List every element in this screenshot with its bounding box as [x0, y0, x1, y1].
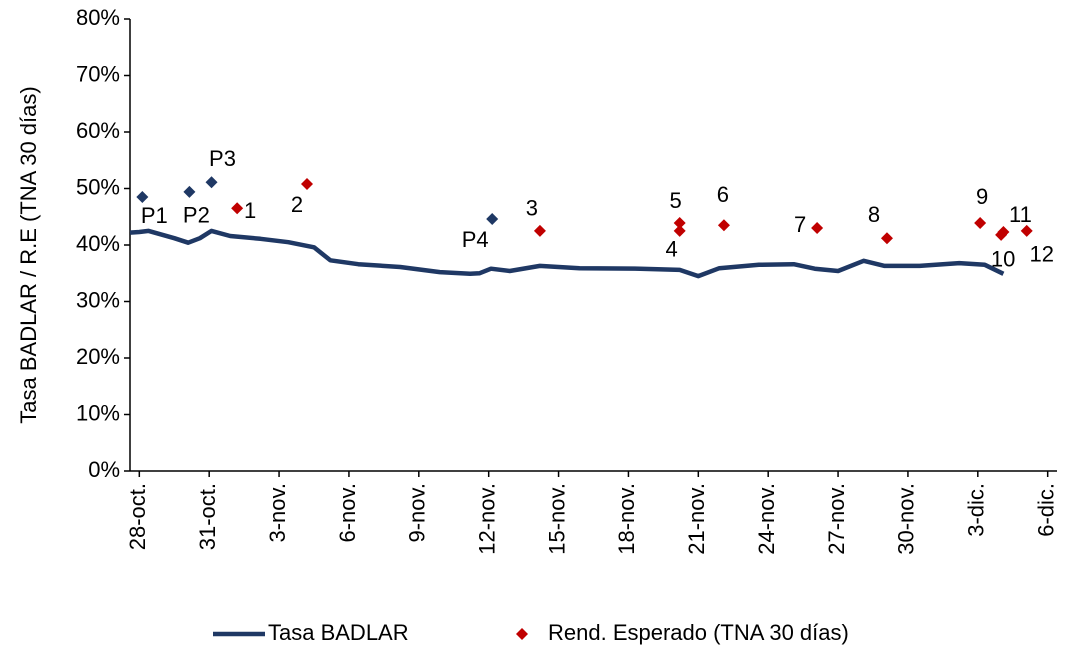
y-tick-label: 60% — [76, 118, 120, 143]
point-label: 6 — [717, 182, 729, 207]
y-axis-title: Tasa BADLAR / R.E (TNA 30 días) — [16, 86, 41, 423]
y-tick-label: 10% — [76, 400, 120, 425]
point — [673, 224, 686, 237]
x-tick-label: 12-nov. — [475, 483, 500, 555]
y-tick-label: 40% — [76, 231, 120, 256]
x-tick-label: 9-nov. — [405, 483, 430, 543]
point-label: 1 — [244, 198, 256, 223]
y-tick-label: 20% — [76, 344, 120, 369]
point — [880, 232, 893, 245]
point-label: P3 — [209, 146, 236, 171]
point — [811, 222, 824, 235]
x-tick-label: 6-nov. — [335, 483, 360, 543]
point — [673, 216, 686, 229]
point — [301, 177, 314, 190]
point — [486, 213, 499, 226]
y-tick-label: 30% — [76, 287, 120, 312]
point — [997, 226, 1010, 239]
point-label: P4 — [462, 227, 489, 252]
point-label: P2 — [183, 203, 210, 228]
point-label: 8 — [868, 202, 880, 227]
y-tick-label: 70% — [76, 61, 120, 86]
x-tick-label: 21-nov. — [684, 483, 709, 555]
x-tick-label: 18-nov. — [614, 483, 639, 555]
point — [1020, 224, 1033, 237]
y-tick-label: 50% — [76, 174, 120, 199]
y-tick-label: 0% — [88, 457, 120, 482]
x-tick-label: 3-nov. — [265, 483, 290, 543]
point-label: 7 — [794, 212, 806, 237]
badlar-line — [129, 228, 1005, 279]
x-tick-label: 30-nov. — [894, 483, 919, 555]
point-label: 9 — [976, 184, 988, 209]
point-label: 3 — [526, 196, 538, 221]
point-label: P1 — [141, 203, 168, 228]
x-tick-label: 6-dic. — [1033, 483, 1058, 537]
point-label: 2 — [291, 192, 303, 217]
point — [183, 185, 196, 198]
x-tick-label: 15-nov. — [544, 483, 569, 555]
point — [205, 176, 218, 189]
x-tick-label: 31-oct. — [195, 483, 220, 550]
x-tick-label: 24-nov. — [754, 483, 779, 555]
point-label: 5 — [670, 188, 682, 213]
point — [717, 219, 730, 232]
point — [136, 190, 149, 203]
point — [974, 216, 987, 229]
x-tick-label: 27-nov. — [824, 483, 849, 555]
point — [533, 224, 546, 237]
y-tick-label: 80% — [76, 5, 120, 30]
point-label: 4 — [666, 237, 678, 262]
x-tick-label: 28-oct. — [125, 483, 150, 550]
legend-marker — [516, 628, 528, 640]
point — [231, 202, 244, 215]
legend-label: Rend. Esperado (TNA 30 días) — [548, 620, 849, 645]
point-label: 12 — [1029, 242, 1053, 267]
legend-label: Tasa BADLAR — [268, 620, 409, 645]
x-tick-label: 3-dic. — [964, 483, 989, 537]
point-label: 10 — [991, 247, 1015, 272]
point-label: 11 — [1009, 202, 1032, 227]
